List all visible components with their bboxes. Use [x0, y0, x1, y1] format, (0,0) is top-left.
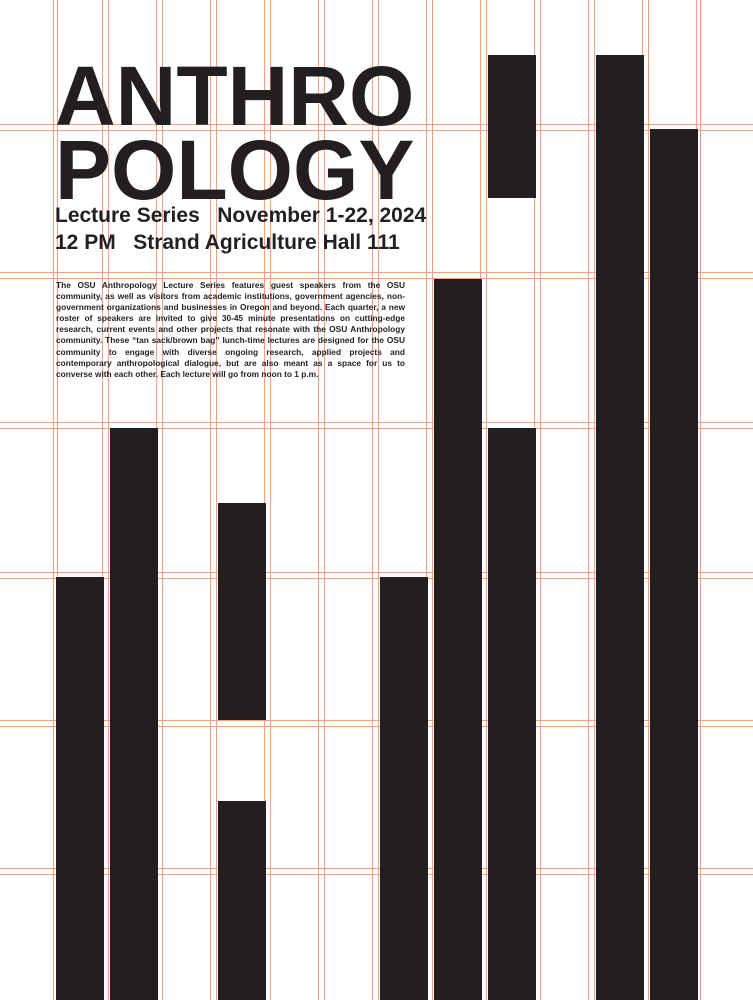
grid-line — [0, 874, 753, 875]
grid-line — [0, 868, 753, 869]
black-bar — [218, 801, 266, 1000]
black-bar — [56, 577, 104, 1000]
black-bar — [110, 428, 158, 1000]
subtitle-time-location: 12 PM Strand Agriculture Hall 111 — [55, 231, 400, 254]
grid-line — [216, 0, 217, 1000]
grid-line — [57, 0, 58, 1000]
grid-line — [53, 0, 54, 1000]
grid-line — [0, 278, 753, 279]
grid-line — [108, 0, 109, 1000]
title-line-2: POLOGY — [55, 123, 415, 217]
grid-line — [210, 0, 211, 1000]
grid-line — [540, 0, 541, 1000]
grid-line — [0, 578, 753, 579]
grid-line — [594, 0, 595, 1000]
grid-line — [372, 0, 373, 1000]
grid-line — [270, 0, 271, 1000]
grid-line — [432, 0, 433, 1000]
grid-line — [0, 422, 753, 423]
subtitle-series-dates: Lecture Series November 1-22, 2024 — [55, 204, 427, 227]
grid-line — [426, 0, 427, 1000]
grid-line — [0, 124, 753, 125]
black-bar — [488, 428, 536, 1000]
grid-line — [0, 720, 753, 721]
black-bar — [380, 577, 428, 1000]
grid-line — [700, 0, 701, 1000]
black-bar — [650, 129, 698, 1000]
grid-line — [0, 272, 753, 273]
black-bar — [218, 503, 266, 720]
grid-line — [0, 130, 753, 131]
black-bar — [596, 55, 644, 1000]
black-bar — [434, 279, 482, 1000]
grid-line — [318, 0, 319, 1000]
grid-line — [264, 0, 265, 1000]
grid-line — [102, 0, 103, 1000]
grid-line — [378, 0, 379, 1000]
black-bar — [488, 55, 536, 198]
grid-line — [0, 572, 753, 573]
description-paragraph: The OSU Anthropology Lecture Series feat… — [56, 280, 405, 379]
grid-line — [486, 0, 487, 1000]
grid-line — [162, 0, 163, 1000]
grid-line — [324, 0, 325, 1000]
title-line-1: ANTHRO — [55, 49, 415, 143]
grid-line — [588, 0, 589, 1000]
grid-line — [648, 0, 649, 1000]
grid-line — [0, 726, 753, 727]
grid-line — [0, 428, 753, 429]
